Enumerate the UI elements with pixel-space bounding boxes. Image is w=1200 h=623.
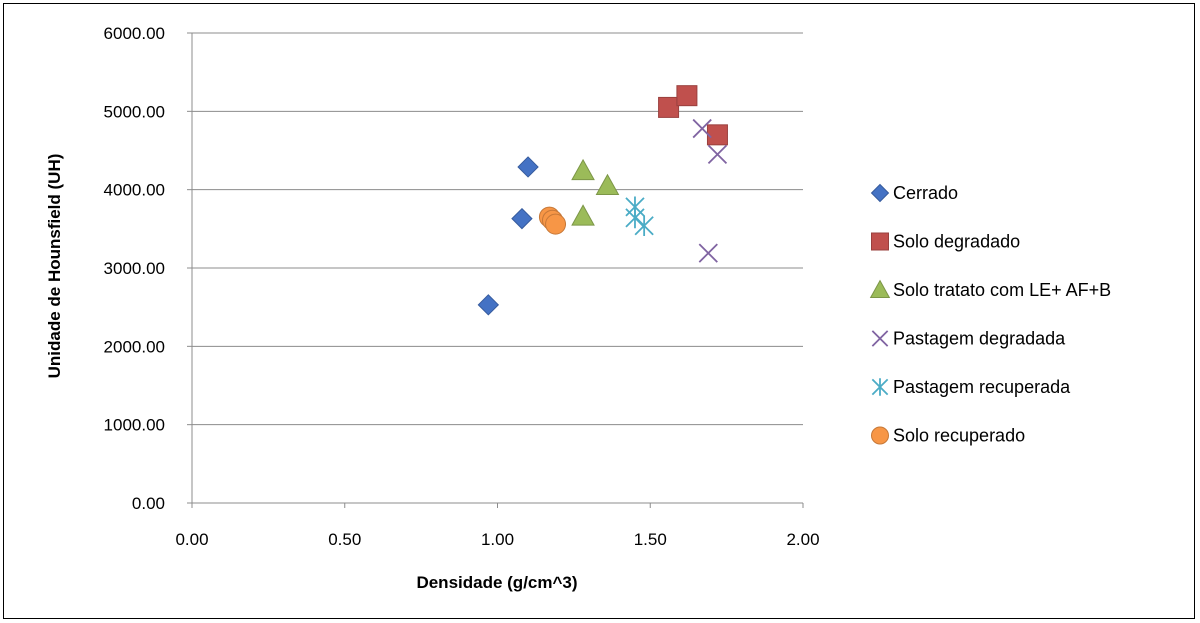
data-point xyxy=(707,144,728,165)
y-tick-label: 0.00 xyxy=(132,494,165,513)
axes xyxy=(187,32,804,508)
legend-marker xyxy=(871,330,889,347)
series-solo-tratato-com-le-af-b xyxy=(571,158,620,226)
x-tick-label: 0.50 xyxy=(328,530,361,549)
data-point xyxy=(571,204,595,226)
data-point xyxy=(625,207,645,229)
chart-frame xyxy=(3,3,1195,619)
y-tick-labels: 0.00 1000.00 2000.00 3000.00 4000.00 5000.00 6… xyxy=(104,24,165,513)
series-cerrado xyxy=(477,156,539,316)
data-point xyxy=(595,173,620,196)
legend-label: Cerrado xyxy=(893,183,958,203)
y-axis-title: Unidade de Hounsfield (UH) xyxy=(45,154,64,379)
series-solo-degradado xyxy=(658,85,728,146)
data-point xyxy=(571,158,595,181)
y-tick-label: 6000.00 xyxy=(104,24,165,43)
series-pastagem-degradada xyxy=(692,118,728,263)
y-tick-label: 2000.00 xyxy=(104,337,165,356)
legend-label: Pastagem recuperada xyxy=(893,377,1071,397)
legend-label: Pastagem degradada xyxy=(893,329,1066,349)
x-tick-labels: 0.00 0.50 1.00 1.50 2.00 xyxy=(175,530,819,549)
legend-item: Solo degradado xyxy=(871,232,1020,252)
data-point xyxy=(545,213,567,235)
data-point xyxy=(517,156,539,178)
x-tick-label: 1.50 xyxy=(634,530,667,549)
x-axis-title: Densidade (g/cm^3) xyxy=(416,573,577,592)
series-pastagem-recuperada xyxy=(625,196,654,237)
gridlines xyxy=(192,32,803,426)
data-point xyxy=(692,118,712,139)
legend-label: Solo tratato com LE+ AF+B xyxy=(893,280,1111,300)
data-point xyxy=(634,215,654,237)
legend-item: Solo recuperado xyxy=(871,426,1025,446)
x-tick-label: 1.00 xyxy=(481,530,514,549)
legend-item: Pastagem recuperada xyxy=(871,377,1071,397)
legend-label: Solo recuperado xyxy=(893,426,1025,446)
data-points xyxy=(477,85,728,316)
y-tick-label: 1000.00 xyxy=(104,416,165,435)
legend-marker xyxy=(871,232,889,251)
data-point xyxy=(477,294,500,316)
data-point xyxy=(706,124,728,146)
legend-item: Cerrado xyxy=(870,183,958,203)
data-point xyxy=(698,243,718,263)
y-tick-label: 3000.00 xyxy=(104,259,165,278)
data-point xyxy=(511,207,533,230)
x-tick-label: 0.00 xyxy=(175,530,208,549)
legend-marker xyxy=(871,426,889,445)
legend-marker xyxy=(871,378,889,396)
y-tick-label: 5000.00 xyxy=(104,102,165,121)
x-tick-label: 2.00 xyxy=(786,530,819,549)
legend-marker xyxy=(870,183,890,203)
data-point xyxy=(676,85,698,107)
data-point xyxy=(658,96,680,118)
y-tick-label: 4000.00 xyxy=(104,181,165,200)
legend-item: Solo tratato com LE+ AF+B xyxy=(869,279,1111,300)
legend: Cerrado Solo degradado Solo tratato com LE… xyxy=(869,183,1111,446)
series-solo-recuperado xyxy=(538,206,567,235)
legend-marker xyxy=(869,279,891,298)
legend-item: Pastagem degradada xyxy=(871,329,1066,349)
legend-label: Solo degradado xyxy=(893,232,1020,252)
